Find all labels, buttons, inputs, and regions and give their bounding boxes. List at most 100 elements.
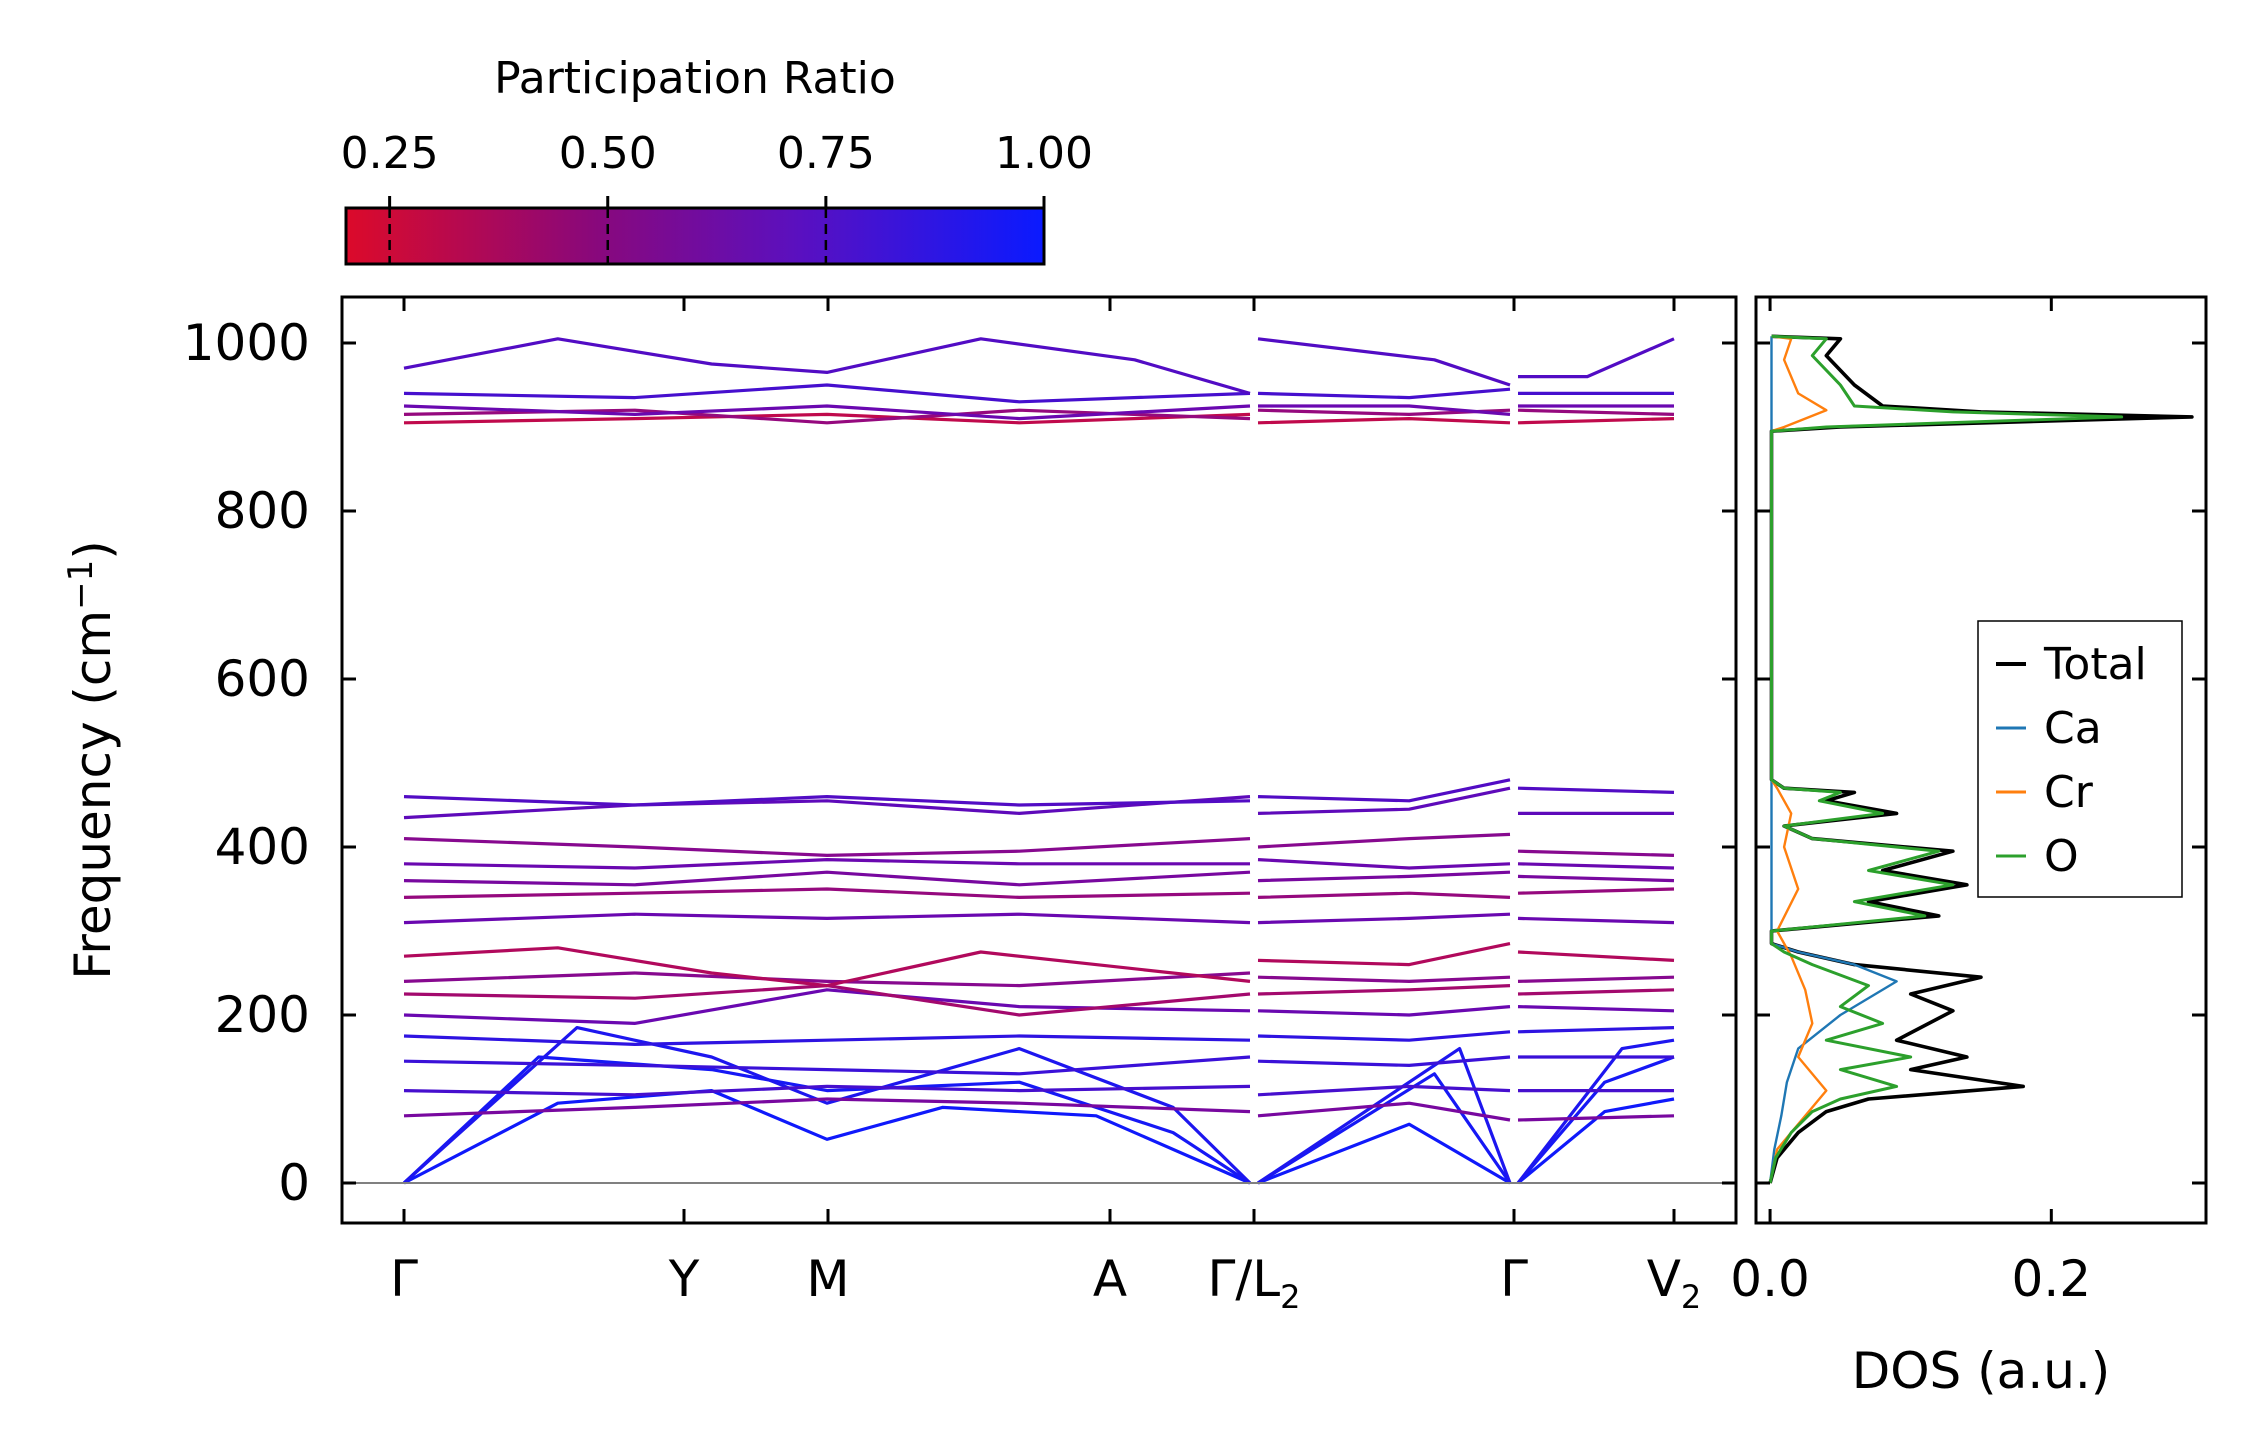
band-line-opt-175	[403, 1034, 1251, 1046]
band-line-opt-220	[1257, 984, 1511, 996]
legend-label-cr: Cr	[2044, 767, 2094, 818]
band-line-opt-925	[1258, 404, 1511, 416]
band-line-opt-200	[1257, 1005, 1511, 1017]
band-y-ticks: 0 200 400 600 800 1000	[183, 314, 1736, 1212]
band-y-tick-label: 800	[215, 482, 310, 540]
kpoint-label-main: A	[1093, 1250, 1127, 1308]
colorbar-title: Participation Ratio	[494, 53, 896, 104]
band-line-opt-240	[1257, 975, 1511, 983]
band-line-opt-940	[403, 383, 1251, 404]
band-line-opt-970	[403, 337, 1251, 395]
kpoint-label-main: Γ/L	[1208, 1250, 1281, 1308]
kpoint-label-main: Γ	[1500, 1250, 1528, 1308]
band-line-opt-940	[1257, 387, 1511, 400]
band-line-opt-110	[403, 1084, 1251, 1097]
band-line-opt-970	[1518, 337, 1675, 379]
band-line-opt-460	[403, 795, 1251, 807]
kpoint-label: Γ	[1500, 1250, 1528, 1308]
band-line-opt-410	[1257, 832, 1511, 849]
kpoint-label-main: Γ	[390, 1250, 418, 1308]
band-y-tick-label: 0	[278, 1154, 310, 1212]
kpoint-label-main: V	[1647, 1250, 1681, 1308]
colorbar-ticks: 0.25 0.50 0.75 1.00	[341, 128, 1093, 264]
dos-frame	[1754, 295, 2208, 1225]
band-line-opt-915	[1517, 408, 1675, 416]
band-line-acoustic-1	[1257, 1122, 1511, 1185]
band-line-opt-460	[1257, 778, 1511, 803]
legend-box	[1977, 620, 2183, 898]
band-line-opt-460	[1517, 786, 1675, 794]
band-y-tick-label: 200	[215, 986, 310, 1044]
dos-legend: Total Ca Cr O	[1977, 620, 2183, 898]
band-line-acoustic-1	[403, 1089, 1251, 1185]
dos-x-tick-label: 0.2	[2012, 1250, 2092, 1308]
band-line-opt-175	[1517, 1026, 1675, 1034]
band-line-opt-175	[1257, 1030, 1511, 1042]
kpoint-label: V2	[1647, 1250, 1702, 1316]
dos-line-ca	[1768, 336, 1898, 1184]
kpoint-label: A	[1093, 1250, 1127, 1308]
band-x-ticks: Γ Y M A Γ/L2 Γ V2	[390, 297, 1701, 1316]
band-line-opt-360	[403, 870, 1251, 887]
dos-x-axis-label: DOS (a.u.)	[1852, 1342, 2111, 1400]
colorbar-tick-label: 0.50	[559, 128, 657, 179]
band-y-tick-label: 400	[215, 818, 310, 876]
band-line-opt-340	[1257, 891, 1511, 899]
band-y-axis-label: Frequency (cm−1)	[61, 540, 122, 980]
band-line-opt-200	[1517, 1005, 1675, 1013]
legend-label-ca: Ca	[2044, 703, 2102, 754]
band-line-acoustic-2	[1257, 1072, 1512, 1185]
band-line-opt-80	[403, 1097, 1251, 1118]
kpoint-label-main: M	[806, 1250, 849, 1308]
colorbar-tick-label: 0.75	[777, 128, 875, 179]
dos-x-ticks: 0.0 0.2	[1730, 297, 2091, 1308]
band-line-opt-265	[1517, 950, 1675, 962]
band-line-opt-410	[1517, 849, 1675, 857]
kpoint-label-sub: 2	[1681, 1278, 1701, 1316]
band-line-opt-265	[1257, 942, 1511, 967]
band-line-opt-380	[1517, 862, 1675, 870]
band-line-opt-340	[1517, 887, 1675, 895]
band-line-opt-900	[1257, 417, 1511, 425]
dos-panel: 0.0 0.2 DOS (a.u.) Total Ca Cr O	[1730, 295, 2208, 1400]
band-frame	[340, 295, 1738, 1225]
legend-label-total: Total	[2043, 639, 2147, 690]
band-y-tick-label: 600	[215, 650, 310, 708]
band-line-opt-970	[1257, 337, 1511, 387]
legend-entries: Total Ca Cr O	[1996, 639, 2147, 882]
kpoint-label: Γ/L2	[1208, 1250, 1301, 1316]
kpoint-label: M	[806, 1250, 849, 1308]
band-line-opt-340	[403, 887, 1251, 899]
kpoint-label-sub: 2	[1280, 1278, 1300, 1316]
band-line-opt-310	[1257, 912, 1511, 925]
band-line-opt-380	[1257, 858, 1511, 870]
dos-lines	[1768, 334, 2194, 1184]
dos-x-tick-label: 0.0	[1730, 1250, 1810, 1308]
kpoint-label: Γ	[390, 1250, 418, 1308]
band-line-opt-145	[1257, 1055, 1511, 1067]
band-line-opt-380	[403, 858, 1250, 870]
band-line-acoustic-3	[1257, 1047, 1512, 1185]
colorbar-tick-label: 1.00	[995, 128, 1093, 179]
kpoint-label-main: Y	[668, 1250, 700, 1308]
legend-label-o: O	[2044, 831, 2079, 882]
band-y-tick-label: 1000	[183, 314, 310, 372]
colorbar-gradient	[344, 206, 1046, 266]
band-line-opt-900	[403, 412, 1251, 425]
band-line-opt-220	[1517, 988, 1675, 996]
band-lines	[402, 337, 1675, 1185]
band-line-opt-310	[403, 912, 1251, 925]
colorbar-tick-label: 0.25	[341, 128, 439, 179]
band-line-opt-360	[1517, 874, 1675, 883]
kpoint-label: Y	[668, 1250, 700, 1308]
band-line-opt-145	[403, 1055, 1251, 1076]
dos-line-total	[1768, 334, 2194, 1184]
band-line-opt-80	[1257, 1101, 1511, 1122]
band-line-acoustic-2	[402, 1055, 1251, 1185]
band-line-opt-110	[1257, 1084, 1511, 1097]
y-label-close: )	[64, 540, 122, 560]
band-line-opt-240	[1517, 975, 1675, 983]
dos-line-o	[1768, 334, 2124, 1184]
colorbar: Participation Ratio 0.25 0.50 0.75 1.00	[341, 53, 1093, 266]
